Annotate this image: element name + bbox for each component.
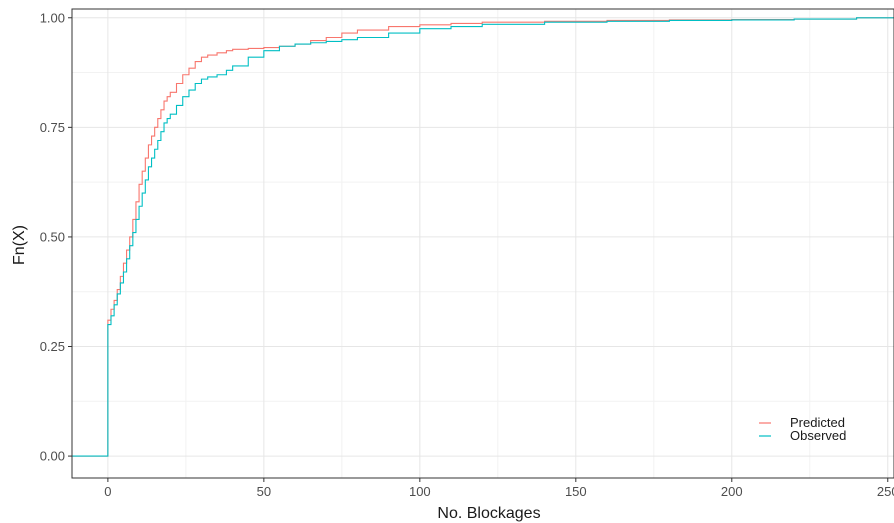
- y-tick-label: 0.25: [40, 339, 65, 354]
- x-axis-ticks: 0 50 100 150 200 250: [104, 478, 894, 499]
- legend-label-observed: Observed: [790, 428, 846, 443]
- y-tick-label: 0.50: [40, 229, 65, 244]
- major-gridlines: [72, 9, 894, 478]
- y-tick-label: 1.00: [40, 10, 65, 25]
- y-tick-label: 0.00: [40, 449, 65, 464]
- x-axis-title: No. Blockages: [437, 505, 540, 522]
- panel-border: [71, 8, 894, 479]
- series-line-observed: [72, 17, 894, 457]
- x-tick-label: 250: [877, 484, 894, 499]
- y-axis-ticks: 0.00 0.25 0.50 0.75 1.00: [40, 10, 72, 464]
- y-tick-label: 0.75: [40, 120, 65, 135]
- x-tick-label: 100: [409, 484, 431, 499]
- minor-gridlines: [72, 9, 894, 478]
- series-lines: [72, 17, 894, 457]
- x-tick-label: 150: [565, 484, 587, 499]
- x-tick-label: 50: [257, 484, 271, 499]
- x-tick-label: 200: [721, 484, 743, 499]
- y-axis-title: Fn(X): [11, 225, 28, 265]
- series-line-predicted: [72, 17, 894, 457]
- legend-label-predicted: Predicted: [790, 415, 845, 430]
- x-tick-label: 0: [104, 484, 111, 499]
